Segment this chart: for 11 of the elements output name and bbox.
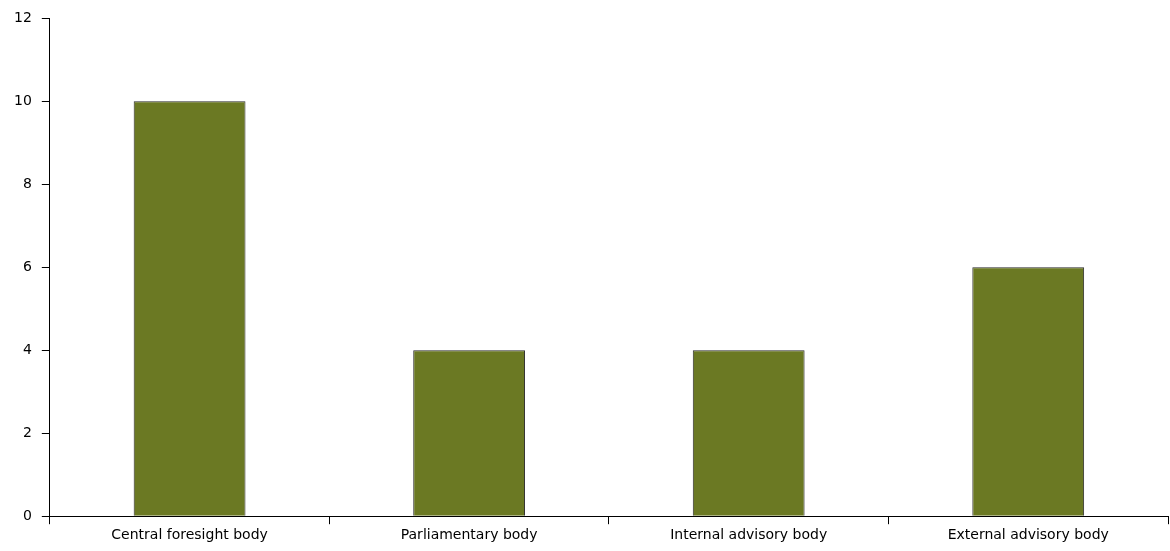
x-tick-label: Internal advisory body <box>670 526 828 543</box>
y-tick-label: 10 <box>13 92 32 109</box>
y-tick-label: 2 <box>22 423 32 440</box>
x-tick-label: External advisory body <box>947 526 1109 543</box>
x-tick-label: Central foresight body <box>111 526 268 543</box>
y-tick-label: 0 <box>22 506 32 523</box>
y-tick-label: 4 <box>22 340 32 357</box>
y-tick-label: 12 <box>13 9 32 26</box>
x-tick-label: Parliamentary body <box>400 526 538 543</box>
y-tick-label: 6 <box>22 257 32 274</box>
y-tick-label: 8 <box>22 174 32 191</box>
